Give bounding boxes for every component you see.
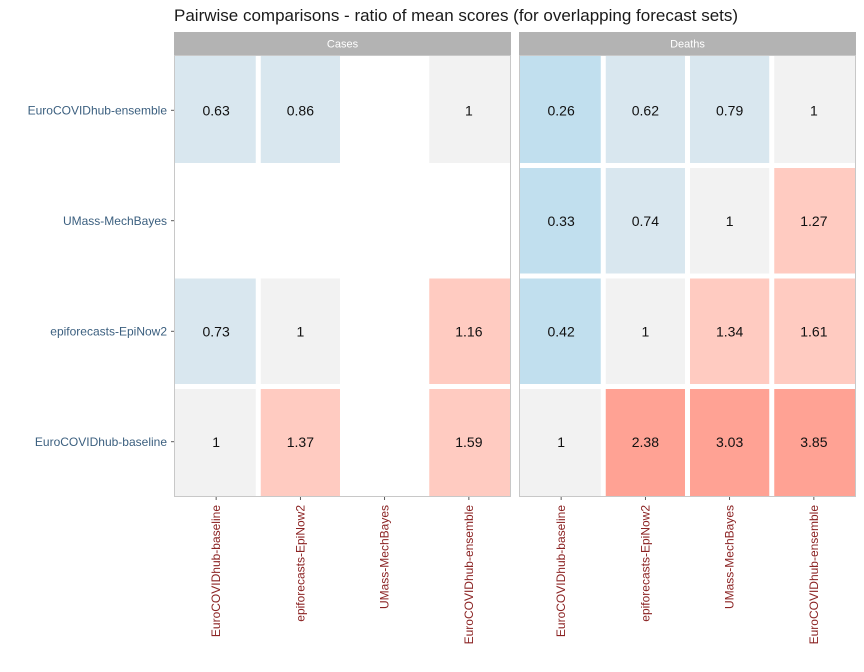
cell-value-label: 0.63 xyxy=(203,102,230,118)
heatmap-cell xyxy=(429,389,510,496)
heatmap-cell xyxy=(429,56,510,163)
heatmap-cell xyxy=(690,168,770,274)
heatmap-cell xyxy=(690,56,770,163)
cell-value-label: 0.33 xyxy=(548,213,575,229)
cell-value-label: 1.16 xyxy=(455,323,482,339)
heatmap-cell xyxy=(520,278,601,384)
x-tick-label: EuroCOVIDhub-ensemble xyxy=(807,505,821,645)
x-tick-label: epiforecasts-EpiNow2 xyxy=(293,505,307,622)
cell-value-label: 1.34 xyxy=(716,323,743,339)
facet-panel-cases: Cases 0.63 0.86 1 0.73 1 1.16 1 1.37 1.59 EuroCOVI… xyxy=(174,32,511,644)
heatmap-cell xyxy=(774,389,855,496)
x-tick-label: EuroCOVIDhub-baseline xyxy=(554,505,568,637)
y-tick-label: EuroCOVIDhub-ensemble xyxy=(28,103,168,117)
x-tick-label: epiforecasts-EpiNow2 xyxy=(638,505,652,622)
cell-value-label: 1 xyxy=(810,102,818,118)
y-tick-label: epiforecasts-EpiNow2 xyxy=(50,324,167,338)
cell-value-label: 1.27 xyxy=(800,213,827,229)
heatmap-cell xyxy=(175,278,256,384)
cell-value-label: 1.61 xyxy=(800,323,827,339)
cell-value-label: 1 xyxy=(726,213,734,229)
cell-value-label: 0.74 xyxy=(632,213,659,229)
cell-value-label: 0.26 xyxy=(548,102,575,118)
y-axis: EuroCOVIDhub-ensemble UMass-MechBayes epif… xyxy=(28,103,174,449)
facet-panels: Cases 0.63 0.86 1 0.73 1 1.16 1 1.37 1.59 EuroCOVI… xyxy=(174,32,856,644)
heatmap-cell xyxy=(605,389,685,496)
heatmap-cell xyxy=(774,278,855,384)
cell-value-label: 0.42 xyxy=(548,323,575,339)
cell-value-label: 2.38 xyxy=(632,434,659,450)
heatmap-cell xyxy=(605,56,685,163)
heatmap-cell xyxy=(774,168,855,274)
cell-value-label: 3.85 xyxy=(800,434,827,450)
x-tick-label: EuroCOVIDhub-baseline xyxy=(209,505,223,637)
heatmap-cell xyxy=(690,278,770,384)
cell-value-label: 1 xyxy=(557,434,565,450)
heatmap-cell xyxy=(429,278,510,384)
cell-value-label: 0.86 xyxy=(287,102,314,118)
heatmap-cell xyxy=(520,168,601,274)
heatmap-cell xyxy=(260,278,340,384)
heatmap-cell xyxy=(260,389,340,496)
facet-panel-deaths: Deaths 0.26 0.62 0.79 1 0.33 0.74 1 1.27 0.42 1 1.3… xyxy=(519,32,856,644)
heatmap-cell xyxy=(605,278,685,384)
cell-value-label: 1 xyxy=(296,323,304,339)
facet-strip-label: Cases xyxy=(327,39,359,51)
cell-value-label: 3.03 xyxy=(716,434,743,450)
heatmap-cell xyxy=(520,56,601,163)
cell-value-label: 1 xyxy=(641,323,649,339)
cell-value-label: 0.62 xyxy=(632,102,659,118)
y-tick-label: EuroCOVIDhub-baseline xyxy=(35,435,167,449)
heatmap-cell xyxy=(175,389,256,496)
chart-title: Pairwise comparisons - ratio of mean sco… xyxy=(174,6,738,25)
heatmap-cell xyxy=(605,168,685,274)
heatmap-cell xyxy=(260,56,340,163)
cell-value-label: 0.73 xyxy=(203,323,230,339)
cell-value-label: 1 xyxy=(465,102,473,118)
facet-strip-label: Deaths xyxy=(670,39,705,51)
facet-strip xyxy=(174,32,511,55)
facet-strip xyxy=(519,32,856,55)
cell-value-label: 1.37 xyxy=(287,434,314,450)
heatmap-cell xyxy=(175,56,256,163)
cell-value-label: 1.59 xyxy=(455,434,482,450)
x-tick-label: EuroCOVIDhub-ensemble xyxy=(462,505,476,645)
y-tick-label: UMass-MechBayes xyxy=(63,214,167,228)
heatmap-cell xyxy=(690,389,770,496)
heatmap-cell xyxy=(520,389,601,496)
heatmap-cell xyxy=(774,56,855,163)
cell-value-label: 0.79 xyxy=(716,102,743,118)
cell-value-label: 1 xyxy=(212,434,220,450)
x-tick-label: UMass-MechBayes xyxy=(378,505,392,609)
x-tick-label: UMass-MechBayes xyxy=(723,505,737,609)
